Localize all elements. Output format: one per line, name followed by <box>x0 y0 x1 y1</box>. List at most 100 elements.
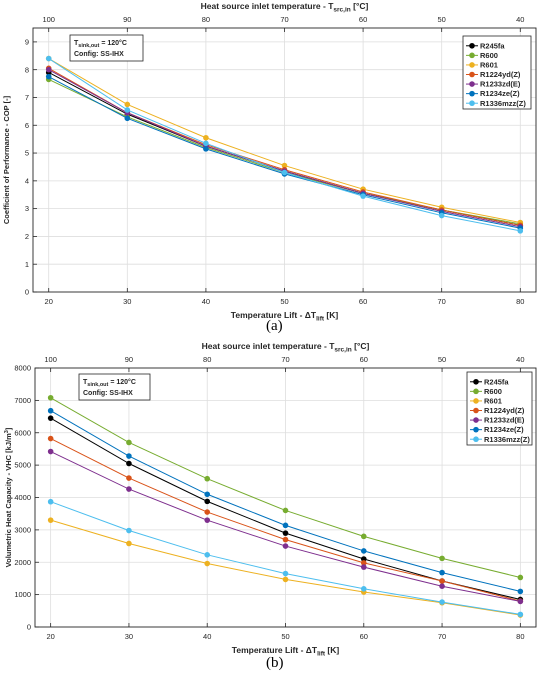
top-tick-label: 80 <box>202 15 210 24</box>
data-point <box>360 548 367 554</box>
data-point <box>517 598 524 605</box>
legend-entry-label: R245fa <box>484 377 509 386</box>
legend-swatch-marker <box>469 71 475 78</box>
data-point <box>47 517 54 523</box>
data-point <box>126 486 132 492</box>
data-point <box>126 540 132 547</box>
annotation-line-1: Tsink,out = 120°C <box>83 378 136 388</box>
data-point <box>439 555 445 562</box>
data-point <box>45 66 52 73</box>
data-point <box>204 491 211 498</box>
data-point <box>439 583 445 590</box>
data-point <box>203 140 209 147</box>
y-tick-label: 9 <box>25 37 29 46</box>
x-tick-label: 50 <box>280 297 288 306</box>
data-point <box>517 588 524 595</box>
legend-entry-label: R1224yd(Z) <box>484 406 525 415</box>
data-point <box>126 439 132 446</box>
y-tick-label: 7 <box>25 93 29 102</box>
legend-entry-label: R1233zd(E) <box>480 80 521 89</box>
legend: R245faR600R601R1224yd(Z)R1233zd(E)R1234z… <box>462 35 532 110</box>
data-point <box>47 407 54 414</box>
y-tick-label: 5000 <box>14 461 31 470</box>
legend-entry-label: R1233zd(E) <box>484 416 525 425</box>
legend-swatch-marker <box>473 407 479 414</box>
legend-swatch-marker <box>473 378 479 385</box>
y-tick-label: 6 <box>25 121 29 130</box>
data-point <box>126 460 132 467</box>
top-tick-label: 80 <box>203 355 211 364</box>
y-tick-label: 3000 <box>14 525 31 534</box>
legend-entry-label: R601 <box>480 61 498 70</box>
data-point <box>282 576 289 583</box>
legend-swatch-marker <box>473 417 479 423</box>
data-point <box>282 530 289 536</box>
x-tick-label: 80 <box>516 297 524 306</box>
data-point <box>45 55 52 62</box>
legend-entry-label: R1234ze(Z) <box>480 89 520 98</box>
data-point <box>204 509 211 515</box>
x-tick-label: 70 <box>438 297 446 306</box>
top-tick-label: 100 <box>42 15 55 24</box>
legend-entry-label: R601 <box>484 397 502 406</box>
y-tick-label: 7000 <box>14 396 31 405</box>
legend-swatch-marker <box>469 90 475 97</box>
x-tick-label: 60 <box>359 297 367 306</box>
top-tick-label: 100 <box>44 355 57 364</box>
y-tick-label: 6000 <box>14 428 31 437</box>
x-tick-label: 20 <box>45 297 53 306</box>
data-point <box>439 578 445 584</box>
data-point <box>360 564 367 570</box>
legend-swatch-marker <box>469 81 475 87</box>
top-tick-label: 70 <box>280 15 288 24</box>
legend-swatch-marker <box>473 398 479 404</box>
y-axis-label: Volumetric Heat Capacity - VHC [kJ/m3] <box>4 427 13 567</box>
data-point <box>124 101 131 108</box>
data-point <box>439 599 445 605</box>
data-point <box>204 517 211 523</box>
data-point <box>360 193 366 199</box>
top-tick-label: 60 <box>360 355 368 364</box>
data-point <box>126 475 132 481</box>
panel-label-a: (a) <box>266 318 283 334</box>
data-point <box>45 73 52 80</box>
chart-panel-a: 20 100 30 90 40 80 50 70 60 60 70 50 80 40 0 1 2 3 4 5 6 7 8 9 T… <box>2 1 537 323</box>
data-point <box>281 162 288 169</box>
annotation-line-2: Config: SS-IHX <box>83 390 133 397</box>
panel-label-b: (b) <box>266 655 284 671</box>
x-axis-label: Temperature Lift - ΔTlift [K] <box>231 310 339 323</box>
legend-entry-label: R1234ze(Z) <box>484 425 524 434</box>
y-tick-label: 8000 <box>14 364 31 373</box>
legend-entry-label: R1336mzz(Z) <box>480 99 526 108</box>
legend-swatch-marker <box>469 100 475 107</box>
annotation-box <box>69 34 144 62</box>
legend-swatch-marker <box>473 388 479 395</box>
legend-swatch-marker <box>473 426 479 433</box>
data-point <box>360 585 367 592</box>
annotation-box <box>78 373 151 401</box>
legend-swatch-marker <box>469 62 475 68</box>
top-tick-label: 90 <box>123 15 131 24</box>
x-tick-label: 80 <box>516 632 524 641</box>
legend-swatch-marker <box>469 42 475 49</box>
series-R1234ze(Z) <box>47 407 524 595</box>
top-tick-label: 50 <box>438 15 446 24</box>
x-tick-label: 40 <box>202 297 210 306</box>
series-R1336mzz(Z) <box>47 498 524 618</box>
annotation-line-2: Config: SS-IHX <box>74 51 124 58</box>
y-tick-label: 8 <box>25 65 29 74</box>
y-tick-label: 0 <box>27 623 31 632</box>
data-point <box>204 560 211 567</box>
legend-entry-label: R1336mzz(Z) <box>484 435 530 444</box>
chart-panel-b: 20 100 30 90 40 80 50 70 60 60 70 50 80 40 0 1000 2000 30… <box>4 341 537 658</box>
x-tick-label: 20 <box>46 632 54 641</box>
legend-entry-label: R1224yd(Z) <box>480 70 521 79</box>
top-axis-label: Heat source inlet temperature - Tsrc,in … <box>202 341 370 354</box>
legend-swatch-marker <box>473 436 479 443</box>
data-point <box>282 543 289 549</box>
legend-entry-label: R600 <box>484 387 502 396</box>
x-tick-label: 70 <box>438 632 446 641</box>
x-tick-label: 30 <box>123 297 131 306</box>
top-tick-label: 60 <box>359 15 367 24</box>
